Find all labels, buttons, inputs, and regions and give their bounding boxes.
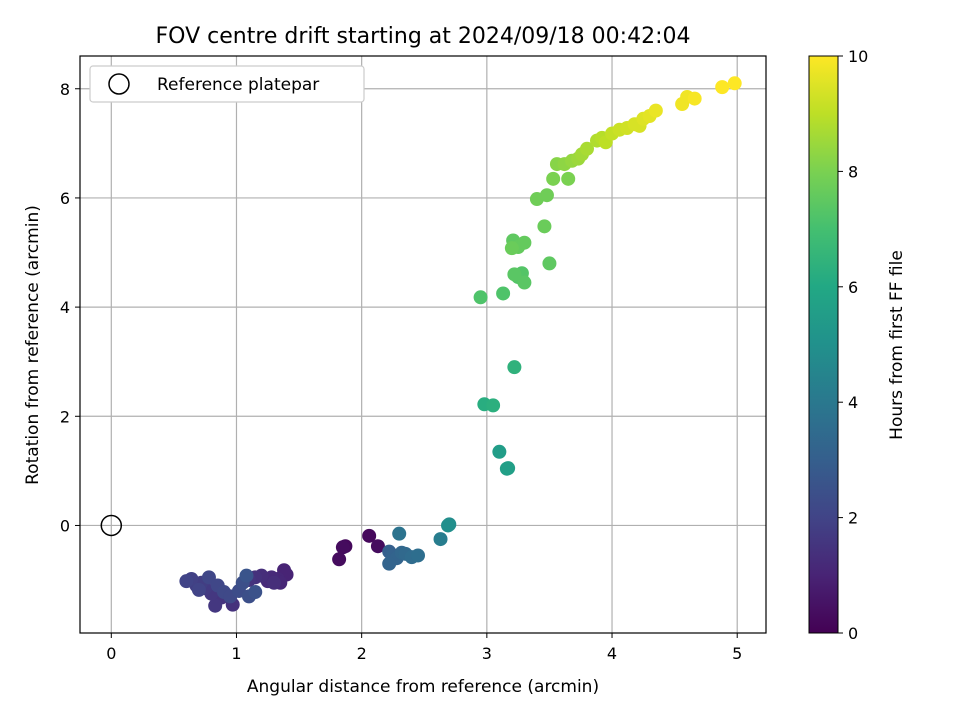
y-axis-label: Rotation from reference (arcmin) [23,205,43,485]
data-point [191,582,206,597]
y-tick-label: 8 [60,80,70,99]
data-point [517,235,532,250]
data-point [517,275,532,290]
legend-box [89,65,365,103]
x-tick-label: 1 [231,644,241,663]
colorbar-tick-label: 0 [848,624,858,643]
colorbar-tick-label: 6 [848,278,858,297]
data-point [335,540,350,555]
plot-frame [79,55,767,634]
data-point [239,568,254,583]
data-point [499,461,514,476]
data-point [433,532,448,547]
data-point [715,80,730,95]
data-point [201,570,216,585]
colorbar-tick-label: 4 [848,393,858,412]
y-axis-ticks: 0 2 4 6 8 [60,80,80,535]
x-axis-label: Angular distance from reference (arcmin) [247,677,599,697]
data-point [392,526,407,541]
colorbar: 0 2 4 6 8 10 Hours from first FF file [808,47,907,643]
data-point [382,556,397,571]
x-tick-label: 3 [482,644,492,663]
colorbar-tick-label: 2 [848,509,858,528]
data-point [507,360,522,375]
data-point [410,548,425,563]
data-point [579,141,594,156]
data-point [542,256,557,271]
data-point [561,171,576,186]
data-point [362,528,377,543]
data-point [537,219,552,234]
x-tick-label: 5 [732,644,742,663]
data-point [504,241,519,256]
data-point [546,171,561,186]
y-tick-label: 4 [60,298,70,317]
data-points [179,76,742,613]
colorbar-gradient [808,55,839,634]
x-tick-label: 2 [357,644,367,663]
data-point [727,76,742,91]
data-point [332,552,347,567]
data-point [208,598,223,613]
colorbar-label: Hours from first FF file [887,250,907,440]
reference-point [100,514,123,537]
y-tick-label: 0 [60,516,70,535]
chart-title: FOV centre drift starting at 2024/09/18 … [156,24,691,49]
data-point [496,286,511,301]
colorbar-tick-label: 8 [848,162,858,181]
legend-entry-reference: Reference platepar [157,75,319,95]
data-point [267,575,282,590]
data-point [648,103,663,118]
colorbar-tick-label: 10 [848,47,868,66]
data-point [687,91,702,106]
y-tick-label: 6 [60,189,70,208]
x-tick-label: 4 [607,644,617,663]
data-point [441,518,456,533]
data-point [507,267,522,282]
data-point [486,398,501,413]
y-tick-label: 2 [60,407,70,426]
x-axis-ticks: 0 1 2 3 4 5 [106,633,742,663]
data-point [370,539,385,554]
x-tick-label: 0 [106,644,116,663]
colorbar-ticks: 0 2 4 6 8 10 [838,47,868,643]
legend: Reference platepar [89,65,365,103]
data-point [473,290,488,305]
data-point [492,444,507,459]
grid-lines [80,56,766,633]
legend-marker-icon [108,73,130,95]
data-point [179,574,194,589]
data-point [539,188,554,203]
data-point [248,585,263,600]
